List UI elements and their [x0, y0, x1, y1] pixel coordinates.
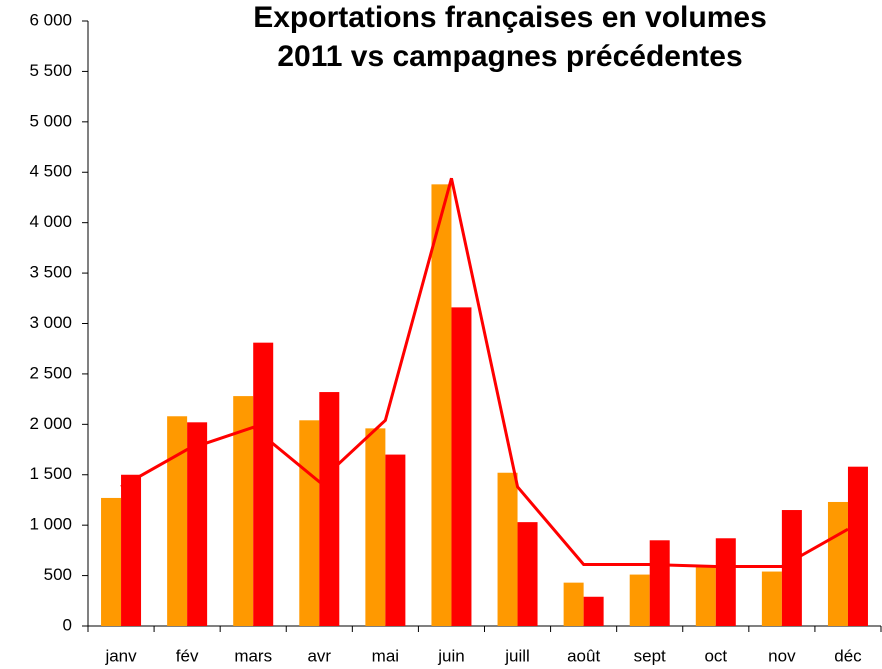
bar: [431, 184, 452, 626]
x-tick-label: avr: [307, 646, 331, 665]
y-tick-label: 3 500: [29, 263, 72, 282]
y-tick-label: 1 500: [29, 464, 72, 483]
x-tick-label: déc: [834, 646, 862, 665]
y-tick-label: 5 500: [29, 61, 72, 80]
y-tick-label: 1 000: [29, 515, 72, 534]
y-tick-label: 4 500: [29, 162, 72, 181]
bar: [121, 474, 142, 626]
x-tick-label: juill: [504, 646, 530, 665]
bar: [695, 566, 716, 626]
bar: [563, 582, 584, 626]
bar: [299, 420, 320, 626]
y-tick-label: 2 500: [29, 363, 72, 382]
bar: [101, 497, 122, 626]
bar: [319, 392, 340, 626]
bar: [715, 538, 736, 626]
x-tick-label: nov: [768, 646, 796, 665]
y-tick-label: 500: [44, 565, 72, 584]
bar: [187, 422, 208, 626]
bar: [451, 307, 472, 626]
bar: [497, 472, 518, 626]
x-tick-label: janv: [104, 646, 137, 665]
y-tick-label: 0: [63, 615, 72, 634]
chart-title: Exportations françaises en volumes: [253, 1, 767, 34]
x-tick-label: fév: [176, 646, 199, 665]
chart-title: 2011 vs campagnes précédentes: [277, 40, 742, 73]
bar: [385, 454, 406, 626]
bar: [517, 522, 538, 626]
x-tick-label: mai: [372, 646, 399, 665]
bar: [233, 396, 254, 626]
x-tick-label: juin: [437, 646, 464, 665]
line: [120, 177, 849, 569]
x-tick-label: mars: [234, 646, 272, 665]
x-tick-label: oct: [704, 646, 727, 665]
bar: [629, 574, 650, 626]
bar: [583, 596, 604, 626]
bar: [781, 510, 802, 626]
y-tick-label: 6 000: [29, 10, 72, 29]
bar: [761, 571, 782, 626]
bar: [847, 466, 868, 626]
y-tick-label: 4 000: [29, 212, 72, 231]
bar: [365, 428, 386, 626]
y-tick-label: 2 000: [29, 414, 72, 433]
y-tick-label: 3 000: [29, 313, 72, 332]
x-tick-label: sept: [634, 646, 666, 665]
y-tick-label: 5 000: [29, 111, 72, 130]
bar: [649, 540, 670, 626]
bar: [167, 416, 188, 626]
x-tick-label: août: [567, 646, 600, 665]
bar: [253, 342, 274, 626]
bar: [827, 501, 848, 626]
